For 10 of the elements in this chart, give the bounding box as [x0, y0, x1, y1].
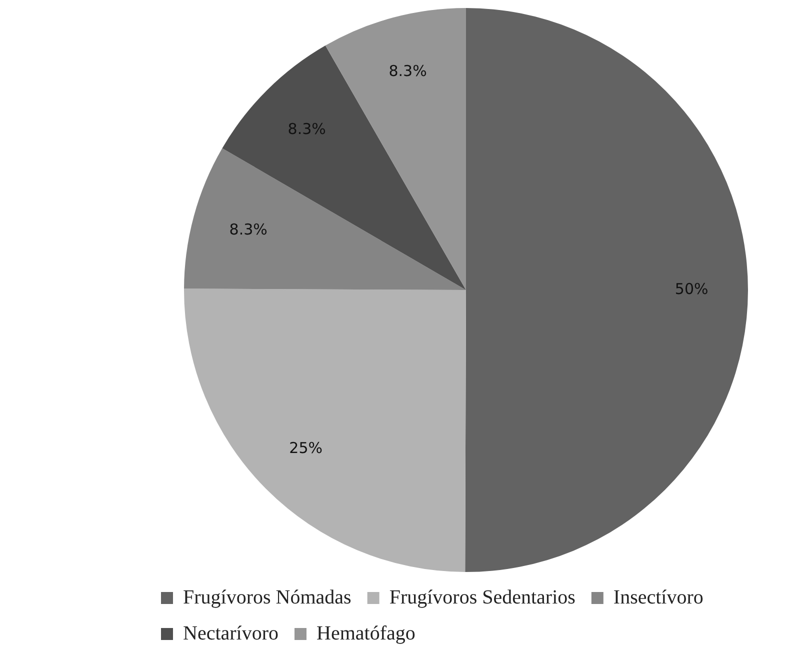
legend-label: Frugívoros Nómadas	[183, 586, 352, 608]
legend-label: Insectívoro	[613, 586, 704, 608]
data-label: 8.3%	[288, 120, 326, 138]
data-label: 50%	[674, 280, 708, 298]
legend-label: Nectarívoro	[183, 622, 279, 644]
data-label: 25%	[289, 438, 323, 457]
data-label: 8.3%	[388, 62, 427, 80]
data-label: 8.3%	[229, 220, 268, 239]
legend-label: Hematófago	[316, 622, 416, 644]
legend-label: Frugívoros Sedentarios	[389, 586, 576, 608]
